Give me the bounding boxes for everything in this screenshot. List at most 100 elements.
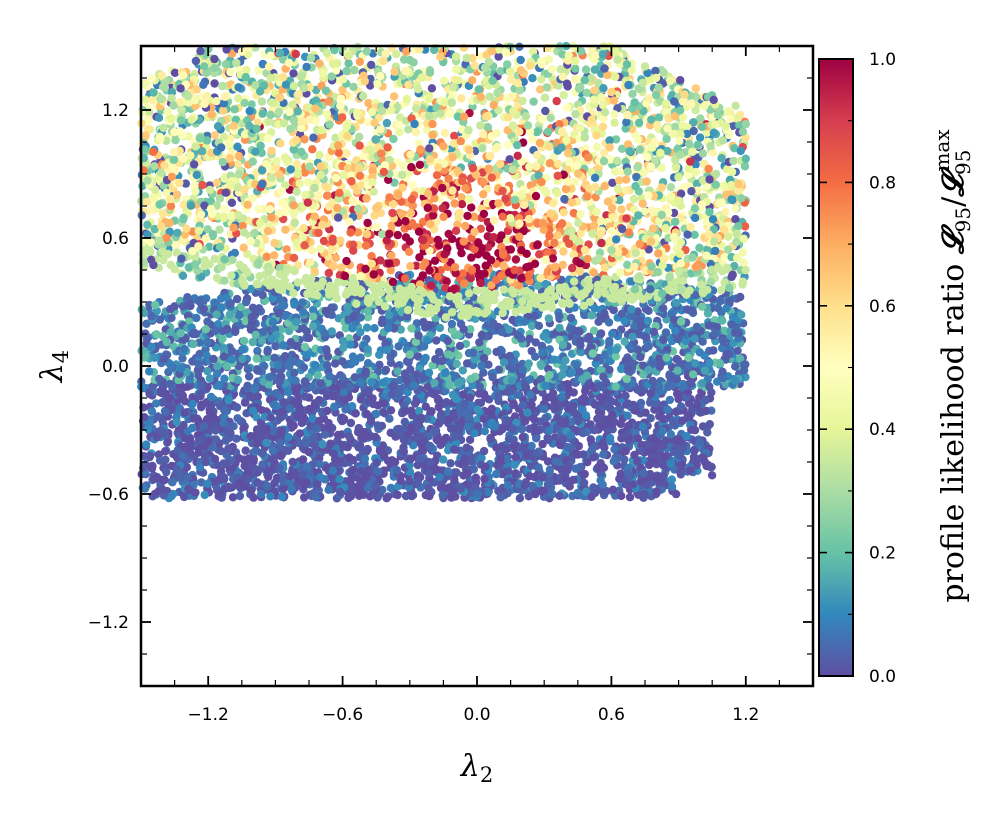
data-point: [257, 489, 266, 499]
data-point: [253, 366, 262, 375]
data-point: [584, 332, 594, 341]
data-point: [741, 360, 750, 369]
data-point: [178, 451, 187, 461]
data-point: [253, 426, 262, 435]
data-point: [203, 366, 212, 376]
data-point: [233, 414, 242, 423]
data-point: [285, 404, 295, 413]
data-point: [480, 474, 489, 484]
data-point: [287, 485, 296, 494]
data-point: [263, 482, 272, 491]
data-point: [599, 438, 608, 447]
data-point: [308, 312, 318, 321]
data-point: [566, 313, 576, 323]
data-point: [633, 345, 643, 354]
data-point: [539, 486, 548, 495]
data-point: [362, 447, 371, 456]
data-point: [605, 336, 614, 346]
data-point: [227, 355, 236, 364]
data-point: [165, 379, 175, 389]
data-point: [325, 371, 334, 381]
data-point: [320, 328, 329, 338]
data-point: [511, 453, 520, 462]
data-point: [620, 316, 629, 326]
data-point: [219, 344, 229, 353]
data-point: [396, 476, 405, 485]
data-point: [627, 305, 636, 314]
data-point: [695, 243, 704, 252]
data-point: [437, 356, 447, 366]
data-point: [663, 405, 672, 414]
data-point: [639, 469, 648, 478]
data-point: [393, 490, 402, 500]
data-point: [172, 417, 181, 427]
data-point: [394, 342, 403, 351]
data-point: [371, 432, 380, 442]
data-point: [538, 348, 547, 357]
data-point: [269, 400, 279, 410]
data-point: [419, 436, 429, 445]
data-point: [199, 304, 209, 314]
data-point: [212, 369, 222, 379]
data-point: [633, 434, 642, 443]
data-point: [581, 411, 591, 420]
data-point: [163, 438, 172, 447]
data-point: [162, 337, 171, 347]
data-point: [555, 323, 564, 333]
data-point: [666, 430, 676, 439]
data-point: [616, 419, 625, 429]
data-point: [441, 433, 451, 443]
data-point: [312, 493, 321, 502]
data-point: [659, 452, 668, 461]
data-point: [414, 331, 423, 340]
data-point: [557, 418, 566, 427]
data-point: [534, 463, 543, 472]
data-point: [248, 337, 257, 347]
data-point: [330, 402, 339, 411]
data-point: [590, 426, 599, 435]
data-point: [213, 362, 222, 371]
data-point: [449, 412, 459, 421]
data-point: [200, 490, 209, 500]
data-point: [594, 464, 603, 473]
data-point: [676, 317, 686, 326]
data-point: [405, 476, 414, 486]
data-point: [378, 485, 387, 495]
data-point: [341, 405, 350, 414]
data-point: [690, 334, 699, 343]
data-point: [176, 364, 186, 373]
data-point: [235, 454, 244, 463]
data-point: [302, 350, 311, 360]
data-point: [278, 407, 287, 417]
data-point: [151, 399, 161, 408]
data-point: [167, 491, 176, 501]
data-point: [353, 427, 363, 437]
data-point: [346, 382, 355, 391]
data-point: [673, 366, 682, 375]
data-point: [443, 336, 452, 346]
data-point: [624, 364, 633, 373]
data-point: [642, 333, 651, 342]
data-point: [277, 427, 286, 436]
data-point: [161, 408, 170, 417]
data-point: [540, 404, 549, 414]
data-point: [643, 447, 653, 456]
data-point: [628, 480, 637, 489]
data-point: [235, 491, 245, 501]
data-point: [309, 433, 319, 443]
data-point: [715, 359, 724, 368]
data-point: [649, 327, 659, 337]
data-point: [346, 418, 356, 428]
data-point: [611, 382, 620, 391]
data-point: [652, 487, 661, 496]
data-point: [425, 458, 434, 467]
data-point: [249, 455, 258, 465]
data-point: [481, 393, 490, 402]
data-point: [599, 450, 608, 459]
data-point: [381, 365, 391, 375]
data-point: [226, 421, 236, 431]
data-point: [522, 451, 531, 460]
data-point: [165, 395, 174, 404]
data-point: [567, 368, 577, 377]
data-point: [615, 404, 624, 413]
